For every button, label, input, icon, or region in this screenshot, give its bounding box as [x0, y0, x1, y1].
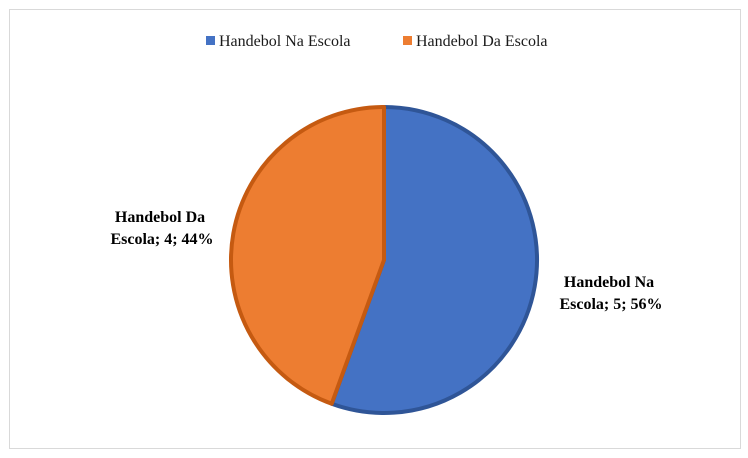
data-label-handebol-da-escola: Handebol Da Escola; 4; 44%	[110, 209, 213, 248]
legend-label-handebol-na-escola: Handebol Na Escola	[219, 33, 351, 50]
legend: Handebol Na Escola Handebol Da Escola	[206, 33, 548, 50]
legend-swatch-handebol-na-escola	[206, 36, 215, 45]
legend-swatch-handebol-da-escola	[403, 36, 412, 45]
data-label-handebol-da-escola-line-2: Escola; 4; 44%	[110, 231, 213, 248]
data-label-handebol-da-escola-line-1: Handebol Da	[115, 209, 205, 226]
legend-item-handebol-da-escola: Handebol Da Escola	[403, 33, 548, 50]
data-label-handebol-na-escola-line-1: Handebol Na	[564, 274, 654, 291]
legend-label-handebol-da-escola: Handebol Da Escola	[416, 33, 548, 50]
pie-slice-handebol-da-escola	[229, 105, 386, 406]
data-label-handebol-na-escola-line-2: Escola; 5; 56%	[559, 296, 662, 313]
legend-item-handebol-na-escola: Handebol Na Escola	[206, 33, 351, 50]
pie-slices	[229, 105, 539, 415]
pie-slice-handebol-na-escola	[329, 105, 539, 415]
data-labels: Handebol Na Escola; 5; 56% Handebol Da E…	[110, 209, 662, 313]
data-label-handebol-na-escola: Handebol Na Escola; 5; 56%	[559, 274, 662, 313]
